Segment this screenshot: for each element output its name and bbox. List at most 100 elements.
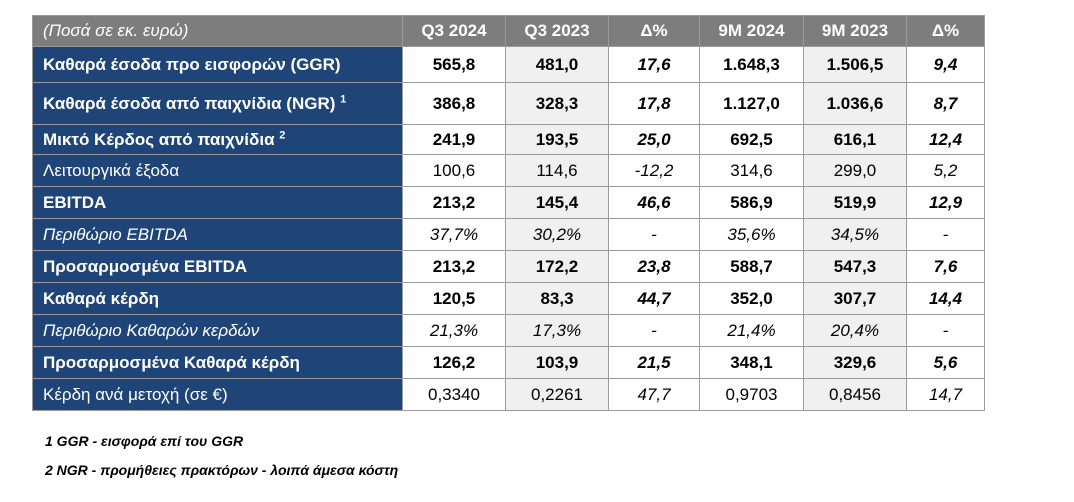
row-label-text: Περιθώριο Καθαρών κερδών — [43, 320, 260, 340]
row-label-text: Περιθώριο EBITDA — [43, 224, 188, 244]
row-label-text: EBITDA — [43, 192, 107, 212]
row-label: Κέρδη ανά μετοχή (σε €) — [32, 378, 403, 411]
table-cell: 17,3% — [505, 314, 609, 347]
table-row: Κέρδη ανά μετοχή (σε €) 0,3340 0,2261 47,7 0… — [32, 378, 985, 411]
table-cell: 1.127,0 — [699, 82, 804, 125]
table-cell: 21,5 — [608, 346, 700, 379]
table-cell: 352,0 — [699, 282, 804, 315]
table-cell: - — [608, 218, 700, 251]
row-label: EBITDA — [32, 186, 403, 219]
footnote-ref: 2 — [279, 128, 286, 141]
table-cell: 100,6 — [402, 154, 506, 187]
table-cell: 47,7 — [608, 378, 700, 411]
table-cell: 8,7 — [906, 82, 985, 125]
row-label: Καθαρά έσοδα προ εισφορών (GGR) — [32, 46, 403, 83]
table-cell: 21,3% — [402, 314, 506, 347]
table-cell: 12,9 — [906, 186, 985, 219]
table-row: EBITDA 213,2 145,4 46,6 586,9 519,9 12,9 — [32, 186, 985, 219]
table-cell: - — [906, 314, 985, 347]
table-header-row: (Ποσά σε εκ. ευρώ) Q3 2024 Q3 2023 Δ% 9M… — [32, 15, 985, 47]
header-col-9m-2024: 9M 2024 — [699, 15, 804, 47]
table-cell: 17,6 — [608, 46, 700, 83]
row-label: Καθαρά έσοδα από παιχνίδια (NGR) 1 — [32, 82, 403, 125]
table-cell: 44,7 — [608, 282, 700, 315]
table-cell: 481,0 — [505, 46, 609, 83]
row-label: Περιθώριο EBITDA — [32, 218, 403, 251]
row-label: Καθαρά κέρδη — [32, 282, 403, 315]
table-cell: 565,8 — [402, 46, 506, 83]
row-label-text: Καθαρά κέρδη — [43, 288, 160, 308]
table-row: Περιθώριο Καθαρών κερδών 21,3% 17,3% -21,4%… — [32, 314, 985, 347]
table-cell: 120,5 — [402, 282, 506, 315]
table-row: Καθαρά έσοδα από παιχνίδια (NGR) 1 386,8 3… — [32, 82, 985, 125]
table-cell: 328,3 — [505, 82, 609, 125]
financial-results-table: (Ποσά σε εκ. ευρώ) Q3 2024 Q3 2023 Δ% 9M… — [32, 15, 985, 411]
table-cell: 83,3 — [505, 282, 609, 315]
table-cell: 172,2 — [505, 250, 609, 283]
table-cell: 0,9703 — [699, 378, 804, 411]
table-cell: 213,2 — [402, 186, 506, 219]
table-row: Λειτουργικά έξοδα 100,6 114,6 -12,2 314,6 299… — [32, 154, 985, 187]
table-row: Μικτό Κέρδος από παιχνίδια 2 241,9 193,5 25… — [32, 124, 985, 155]
table-cell: 213,2 — [402, 250, 506, 283]
table-cell: 25,0 — [608, 124, 700, 155]
table-cell: 21,4% — [699, 314, 804, 347]
table-cell: 307,7 — [803, 282, 907, 315]
table-cell: 114,6 — [505, 154, 609, 187]
table-cell: 1.506,5 — [803, 46, 907, 83]
table-cell: 9,4 — [906, 46, 985, 83]
table-cell: 23,8 — [608, 250, 700, 283]
table-cell: 145,4 — [505, 186, 609, 219]
table-cell: 299,0 — [803, 154, 907, 187]
table-cell: 692,5 — [699, 124, 804, 155]
footnote-ref: 1 — [340, 92, 347, 105]
table-row: Προσαρμοσμένα EBITDA 213,2 172,2 23,8 588,7 5… — [32, 250, 985, 283]
row-label: Περιθώριο Καθαρών κερδών — [32, 314, 403, 347]
footnote-1: 1 GGR - εισφορά επί του GGR — [45, 433, 244, 449]
table-cell: 30,2% — [505, 218, 609, 251]
table-cell: 547,3 — [803, 250, 907, 283]
table-cell: 329,6 — [803, 346, 907, 379]
footnotes: 1 GGR - εισφορά επί του GGR 2 NGR - προμ… — [45, 430, 398, 488]
table-cell: 103,9 — [505, 346, 609, 379]
table-cell: 5,2 — [906, 154, 985, 187]
table-row: Καθαρά κέρδη 120,5 83,3 44,7 352,0 307,7 14,4 — [32, 282, 985, 315]
table-cell: 14,4 — [906, 282, 985, 315]
table-cell: 20,4% — [803, 314, 907, 347]
table-cell: 5,6 — [906, 346, 985, 379]
row-label-text: Καθαρά έσοδα από παιχνίδια (NGR) — [43, 93, 336, 113]
row-label-text: Προσαρμοσμένα EBITDA — [43, 256, 248, 276]
table-cell: 35,6% — [699, 218, 804, 251]
table-cell: 616,1 — [803, 124, 907, 155]
table-cell: 17,8 — [608, 82, 700, 125]
table-cell: 1.036,6 — [803, 82, 907, 125]
row-label: Λειτουργικά έξοδα — [32, 154, 403, 187]
table-cell: 314,6 — [699, 154, 804, 187]
header-label-cell: (Ποσά σε εκ. ευρώ) — [32, 15, 403, 47]
row-label-text: Προσαρμοσμένα Καθαρά κέρδη — [43, 352, 300, 372]
footnote-2: 2 NGR - προμήθειες πρακτόρων - λοιπά άμε… — [45, 462, 399, 478]
table-cell: 126,2 — [402, 346, 506, 379]
table-cell: 12,4 — [906, 124, 985, 155]
table-cell: 519,9 — [803, 186, 907, 219]
table-row: Καθαρά έσοδα προ εισφορών (GGR) 565,8 481,… — [32, 46, 985, 83]
table-cell: 14,7 — [906, 378, 985, 411]
table-cell: 1.648,3 — [699, 46, 804, 83]
row-label-text: Μικτό Κέρδος από παιχνίδια — [43, 129, 275, 149]
table-cell: 7,6 — [906, 250, 985, 283]
table-cell: 193,5 — [505, 124, 609, 155]
table-cell: 37,7% — [402, 218, 506, 251]
row-label: Προσαρμοσμένα EBITDA — [32, 250, 403, 283]
table-row: Προσαρμοσμένα Καθαρά κέρδη 126,2 103,9 21,5… — [32, 346, 985, 379]
table-cell: - — [608, 314, 700, 347]
table-cell: -12,2 — [608, 154, 700, 187]
table-cell: 0,2261 — [505, 378, 609, 411]
table-cell: 46,6 — [608, 186, 700, 219]
header-col-delta-9m: Δ% — [906, 15, 985, 47]
table-cell: 0,8456 — [803, 378, 907, 411]
table-cell: 0,3340 — [402, 378, 506, 411]
table-cell: 348,1 — [699, 346, 804, 379]
table-cell: 34,5% — [803, 218, 907, 251]
row-label-text: Καθαρά έσοδα προ εισφορών (GGR) — [43, 54, 341, 74]
header-col-q3-2023: Q3 2023 — [505, 15, 609, 47]
